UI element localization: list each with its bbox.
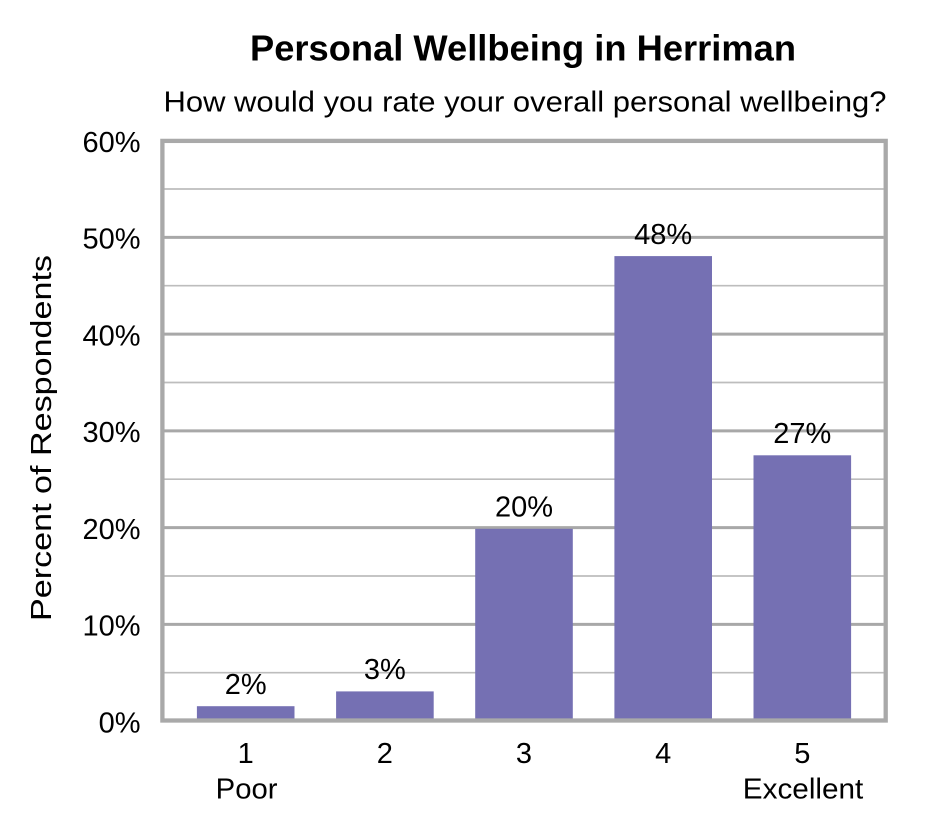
svg-text:1: 1 — [238, 738, 254, 770]
svg-text:Percent of Respondents: Percent of Respondents — [26, 255, 58, 621]
svg-text:20%: 20% — [82, 514, 140, 546]
svg-text:20%: 20% — [495, 492, 553, 524]
svg-text:10%: 10% — [82, 611, 140, 643]
svg-text:5: 5 — [794, 738, 810, 770]
svg-text:50%: 50% — [82, 224, 140, 256]
svg-text:60%: 60% — [82, 127, 140, 159]
svg-text:3%: 3% — [364, 654, 406, 686]
svg-text:Personal Wellbeing in Herriman: Personal Wellbeing in Herriman — [250, 28, 796, 69]
svg-text:27%: 27% — [773, 418, 831, 450]
svg-text:2: 2 — [377, 738, 393, 770]
svg-text:48%: 48% — [634, 219, 692, 251]
svg-text:30%: 30% — [82, 417, 140, 449]
svg-text:Poor: Poor — [216, 774, 278, 806]
svg-text:How would you rate your overal: How would you rate your overall personal… — [164, 87, 887, 119]
svg-text:4: 4 — [655, 738, 671, 770]
svg-text:3: 3 — [516, 738, 532, 770]
svg-text:2%: 2% — [225, 669, 267, 701]
svg-text:40%: 40% — [82, 320, 140, 352]
svg-text:Excellent: Excellent — [743, 774, 864, 806]
svg-text:0%: 0% — [99, 707, 141, 739]
